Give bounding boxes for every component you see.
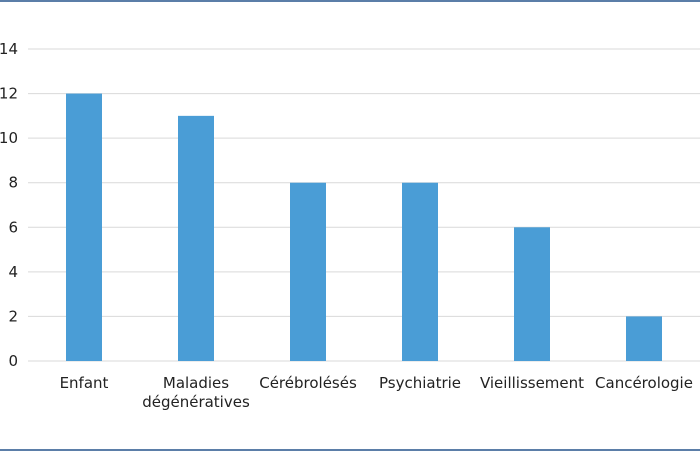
x-tick-label: Cérébrolésés xyxy=(259,374,357,392)
bar xyxy=(626,316,662,361)
x-tick-label: Psychiatrie xyxy=(379,374,461,392)
y-tick-label: 8 xyxy=(8,174,18,192)
y-tick-label: 0 xyxy=(8,352,18,370)
bar xyxy=(402,182,438,361)
x-tick-label: Enfant xyxy=(60,374,109,392)
y-tick-label: 12 xyxy=(0,85,18,103)
bar xyxy=(514,227,550,361)
bars xyxy=(66,93,662,362)
x-axis-labels: Enfant Maladies dégénératives Cérébrolésés P… xyxy=(60,374,693,411)
x-tick-label: Vieillissement xyxy=(480,374,584,392)
x-tick-label: Maladies dégénératives xyxy=(142,374,250,411)
bar xyxy=(66,93,102,362)
bar xyxy=(178,115,214,361)
y-tick-label: 4 xyxy=(8,263,18,281)
gridlines xyxy=(28,48,700,362)
y-axis-ticks: 0 2 4 6 8 10 12 14 xyxy=(0,40,18,370)
y-tick-label: 14 xyxy=(0,40,18,58)
y-tick-label: 2 xyxy=(8,307,18,325)
y-tick-label: 10 xyxy=(0,129,18,147)
x-tick-label: Cancérologie xyxy=(595,374,693,392)
bar xyxy=(290,182,326,361)
y-tick-label: 6 xyxy=(8,218,18,236)
